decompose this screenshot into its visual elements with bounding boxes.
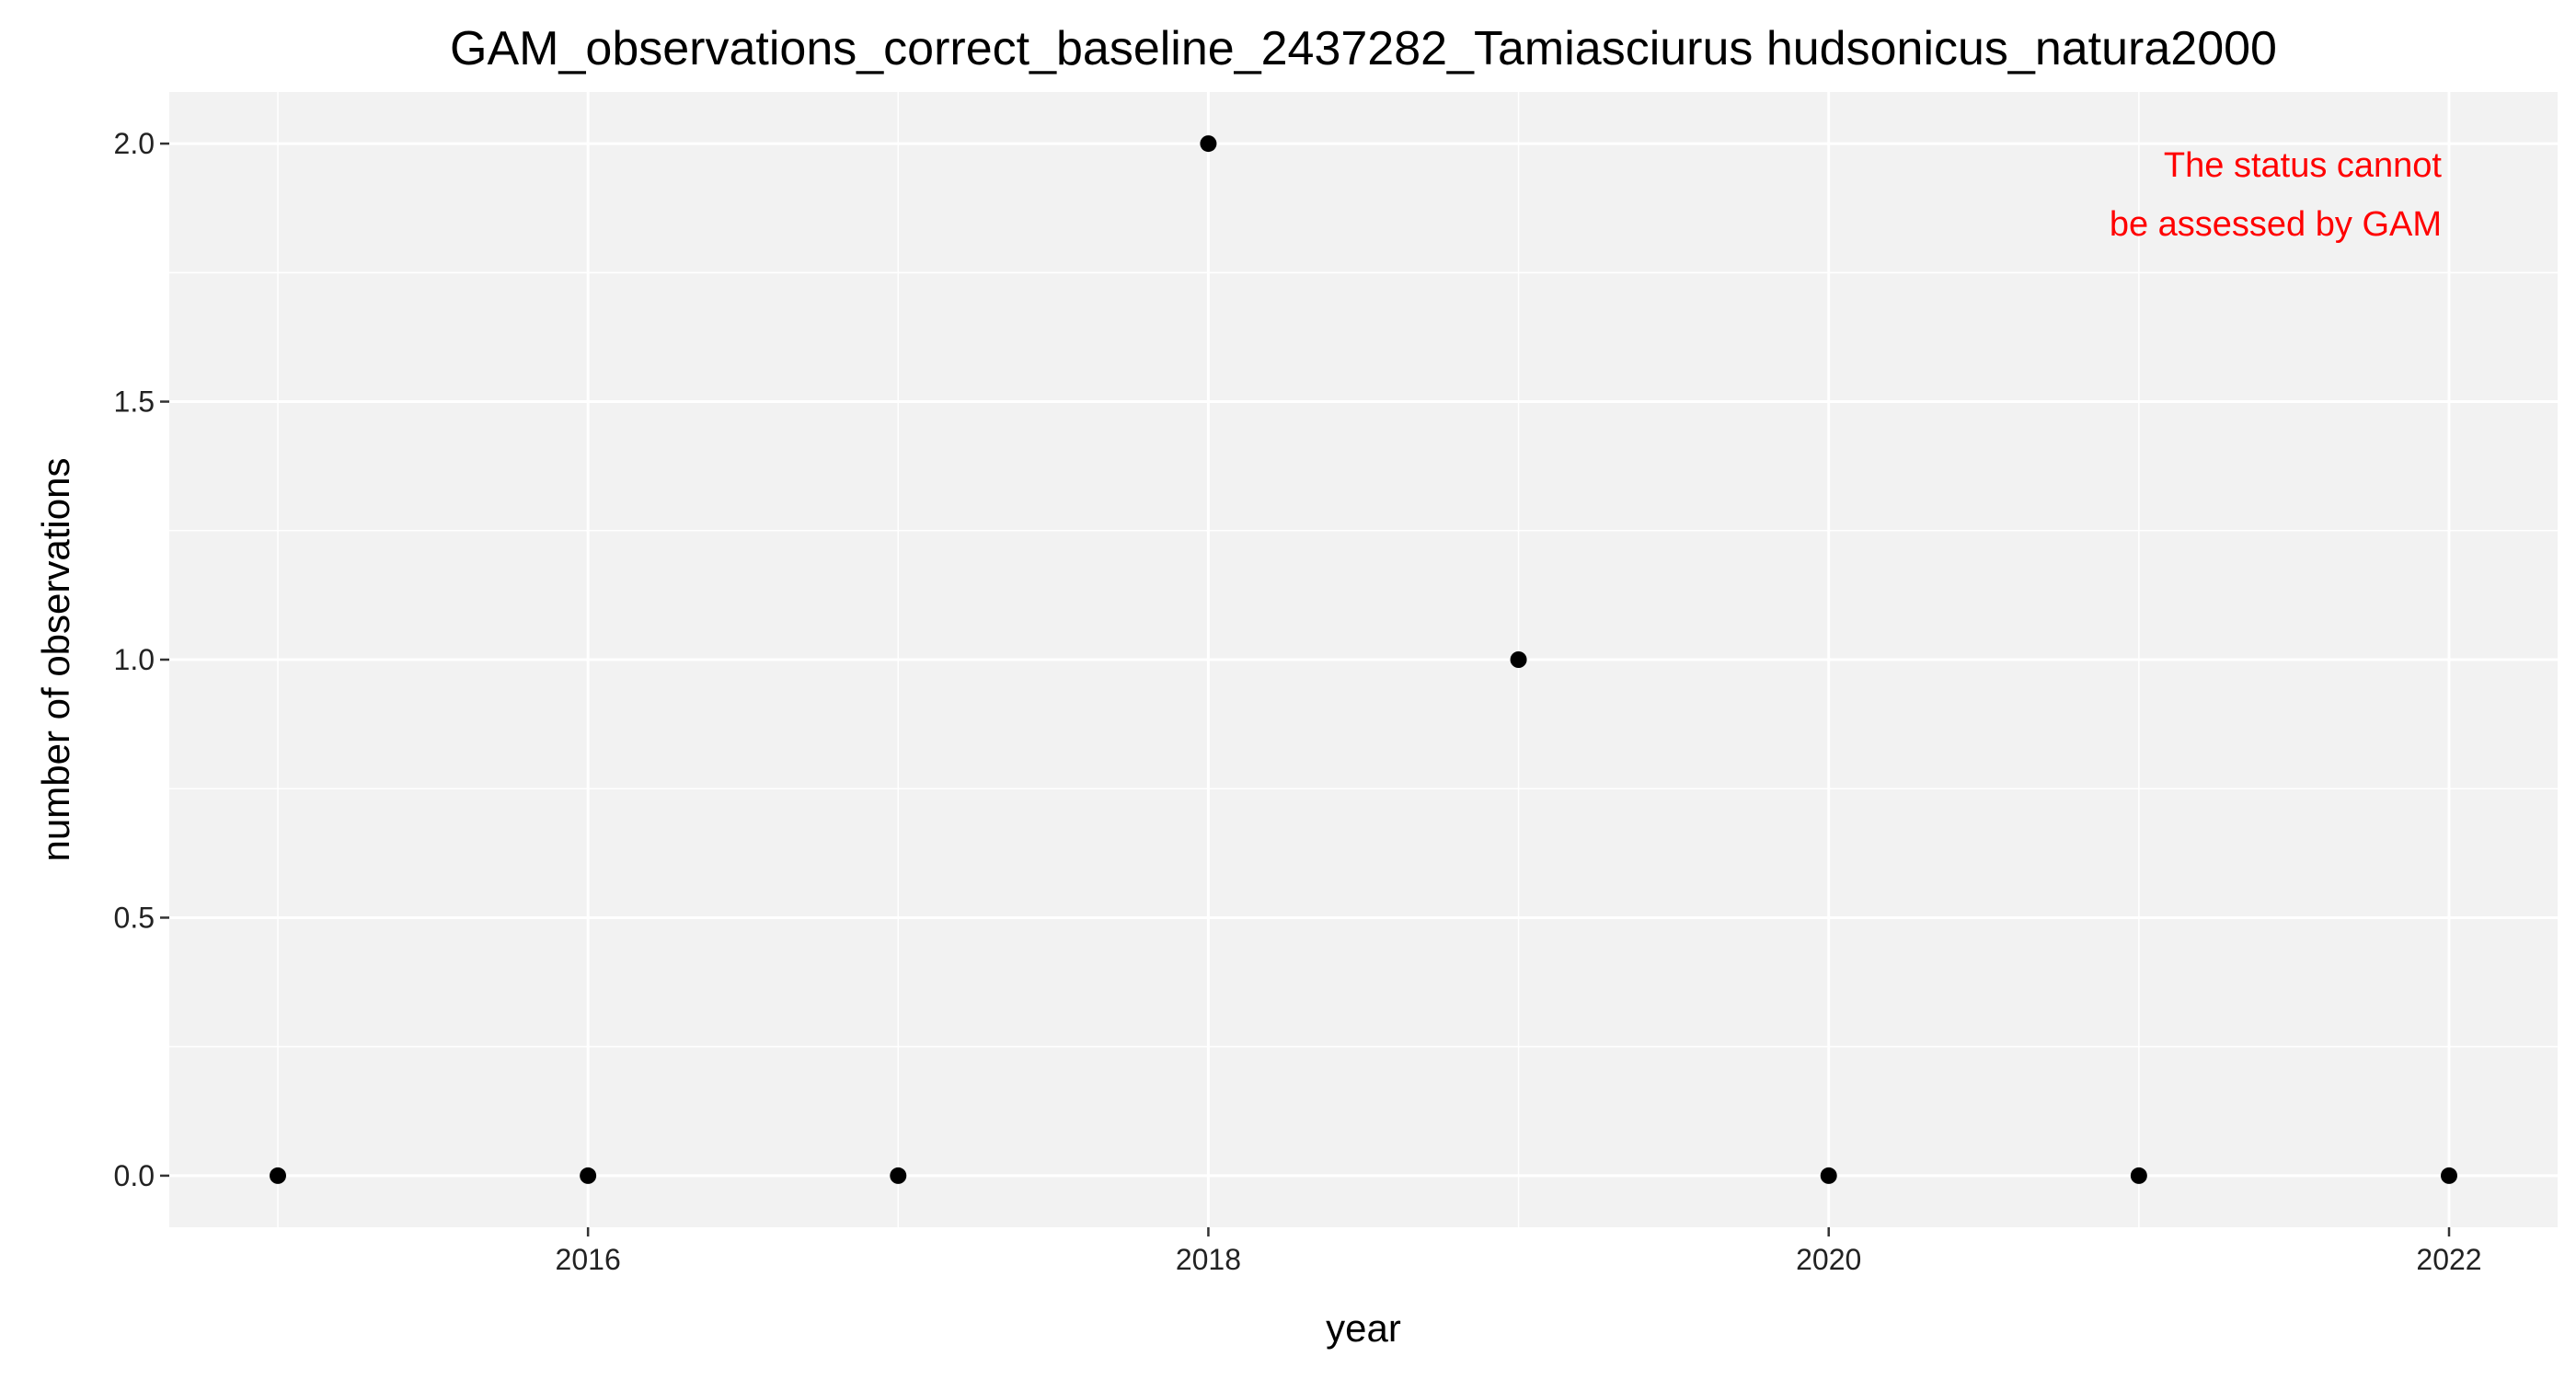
annotation-line-2: be assessed by GAM — [2110, 205, 2442, 244]
chart-title: GAM_observations_correct_baseline_243728… — [450, 22, 2277, 75]
annotation-line-1: The status cannot — [2164, 146, 2443, 185]
data-point — [890, 1167, 907, 1184]
axis-ticks: 0.0 0.5 1.0 1.5 2.0 2016 2018 2020 2022 — [114, 127, 2482, 1276]
gridlines — [169, 92, 2558, 1227]
x-tick-label: 2016 — [556, 1243, 621, 1276]
y-tick-label: 2.0 — [114, 127, 155, 160]
y-tick-label: 0.5 — [114, 901, 155, 934]
y-tick-label: 1.0 — [114, 643, 155, 676]
y-tick-label: 0.0 — [114, 1159, 155, 1192]
data-point — [580, 1167, 597, 1184]
y-axis-title: number of observations — [34, 458, 77, 862]
data-point — [2130, 1167, 2147, 1184]
data-point — [1200, 135, 1217, 153]
x-axis-title: year — [1326, 1306, 1401, 1350]
data-point — [1820, 1167, 1837, 1184]
x-tick-label: 2018 — [1176, 1243, 1241, 1276]
x-tick-label: 2020 — [1796, 1243, 1861, 1276]
y-tick-label: 1.5 — [114, 385, 155, 419]
data-points — [270, 135, 2457, 1184]
data-point — [2441, 1167, 2457, 1184]
data-point — [1510, 651, 1527, 668]
x-tick-label: 2022 — [2416, 1243, 2481, 1276]
data-point — [270, 1167, 286, 1184]
